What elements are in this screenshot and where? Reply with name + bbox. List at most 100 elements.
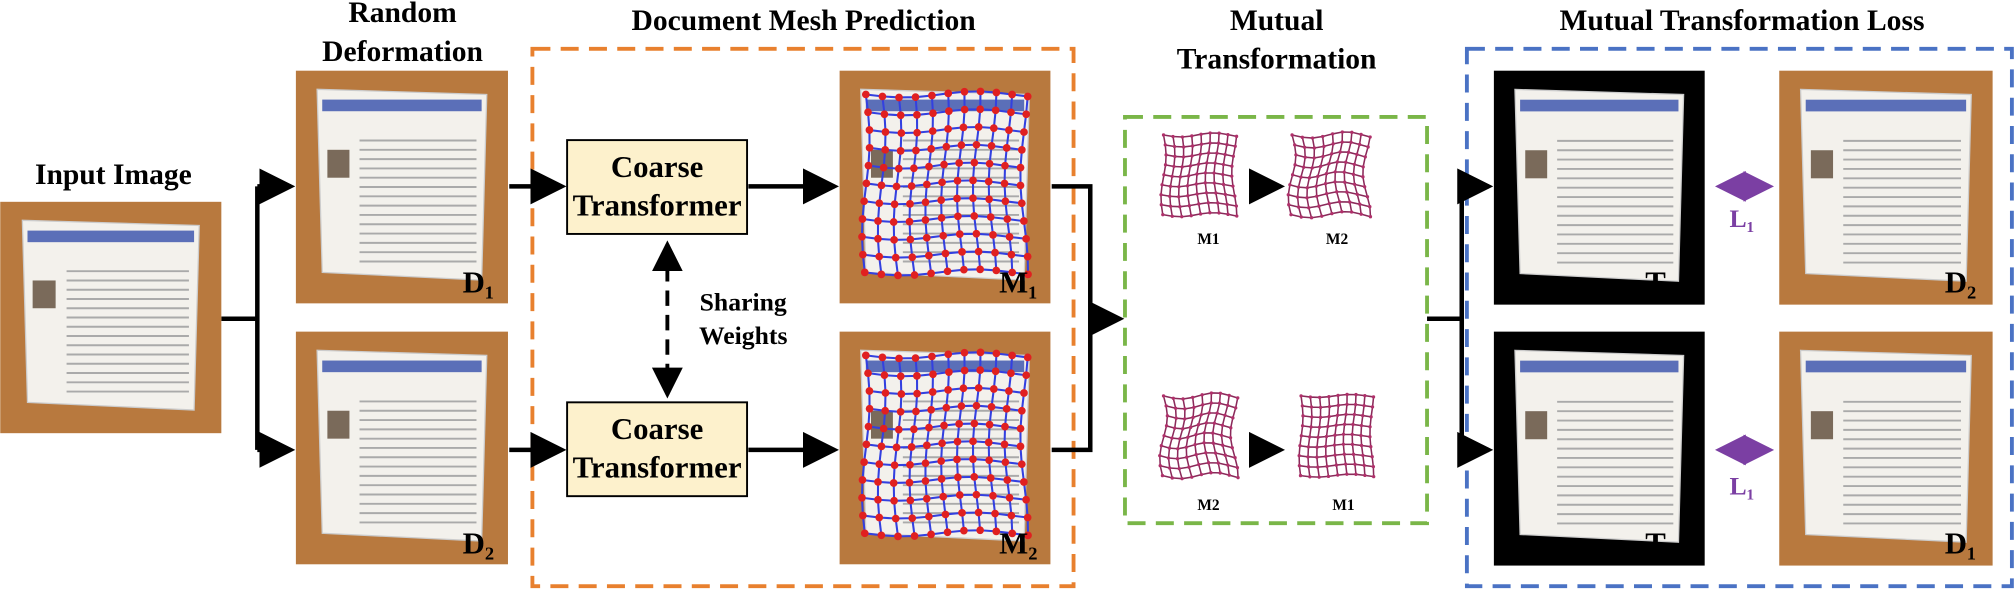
mesh-node — [1368, 135, 1372, 139]
mesh-node — [1208, 141, 1212, 145]
mesh-node — [1308, 395, 1313, 399]
mesh-node — [1226, 212, 1230, 217]
mesh-node — [1341, 432, 1346, 436]
mesh-node — [1208, 211, 1212, 215]
mesh-node — [1309, 216, 1314, 220]
mesh-node — [891, 514, 900, 523]
mesh-node — [1350, 432, 1354, 437]
mesh-node — [1023, 513, 1032, 522]
paper — [1514, 88, 1685, 282]
mesh-node — [1196, 162, 1201, 166]
mesh-node — [896, 111, 905, 120]
mesh-node — [1226, 463, 1230, 467]
mesh-node — [1352, 182, 1357, 186]
mesh-node — [1361, 165, 1365, 169]
mesh-node — [865, 126, 874, 134]
mesh-node — [1223, 453, 1227, 457]
mesh-node — [927, 269, 935, 278]
mesh-node — [1299, 434, 1304, 438]
mesh-node — [1171, 396, 1175, 400]
mesh-node — [1168, 194, 1172, 198]
mesh-node — [906, 496, 915, 505]
mesh-node — [974, 384, 983, 392]
mesh-node — [989, 385, 998, 393]
mesh-node — [875, 460, 884, 468]
mesh-node — [1351, 422, 1355, 427]
mesh-node — [877, 442, 886, 451]
mesh-node — [1166, 456, 1171, 460]
mesh-node — [1227, 473, 1231, 477]
mesh-node — [1024, 270, 1032, 279]
mesh-node — [1225, 142, 1229, 147]
mesh-node — [1353, 462, 1357, 466]
mesh-node — [1215, 411, 1219, 415]
mesh-node — [1341, 442, 1346, 446]
mesh-node — [976, 105, 985, 114]
mesh-node — [1317, 425, 1322, 429]
mesh-node — [1302, 145, 1307, 149]
mesh-node — [1295, 195, 1300, 199]
mesh-node — [1330, 211, 1334, 216]
mesh-node — [1354, 472, 1358, 476]
mesh-node — [953, 437, 962, 446]
paper — [316, 88, 488, 281]
paper-header — [322, 99, 482, 112]
mesh-node — [1342, 170, 1346, 174]
mesh-node — [905, 217, 914, 226]
mesh-node — [1315, 194, 1319, 198]
mesh-node — [955, 159, 964, 167]
paper-photo — [870, 149, 893, 178]
mesh-node — [1203, 171, 1208, 175]
mesh-node — [877, 181, 886, 190]
mesh-node — [1344, 160, 1348, 164]
mesh-node — [1007, 511, 1016, 520]
mesh-node — [1159, 203, 1163, 207]
mesh-node — [1324, 434, 1329, 439]
mesh-node — [890, 200, 899, 209]
mesh-node — [1198, 152, 1203, 156]
mesh-node — [1185, 455, 1189, 459]
mesh-node — [875, 513, 884, 522]
mesh-node — [1165, 414, 1170, 418]
mesh-node — [1234, 204, 1239, 208]
mesh-node — [1206, 461, 1211, 465]
mesh-node — [1349, 140, 1353, 144]
mesh-node — [944, 386, 952, 394]
mesh-node — [1211, 441, 1215, 445]
mesh-node — [894, 164, 903, 173]
layout — [221, 46, 2014, 589]
mesh-node — [1005, 232, 1014, 241]
mesh-node — [858, 511, 867, 520]
mesh-node — [1307, 206, 1311, 210]
mesh-node — [992, 527, 1001, 536]
paper-header — [322, 360, 482, 373]
mesh-node — [1336, 393, 1340, 398]
mesh-node — [1327, 394, 1331, 399]
mesh-node — [1345, 392, 1349, 397]
mesh-node — [1177, 467, 1181, 471]
mesh-node — [1020, 128, 1028, 136]
mesh-node — [925, 512, 933, 521]
mesh-node — [1366, 145, 1370, 149]
mesh-node — [906, 200, 914, 208]
mesh-node — [945, 368, 953, 376]
mesh-node — [1228, 436, 1233, 440]
mesh-node — [1290, 173, 1295, 177]
mesh-node — [1207, 151, 1211, 155]
mesh-node — [927, 405, 936, 414]
mesh-node — [1365, 195, 1370, 199]
mesh-node — [865, 143, 874, 152]
mesh-node — [1208, 131, 1212, 135]
mesh-node — [1334, 423, 1338, 427]
section-title: Random — [348, 0, 457, 29]
mesh-node — [862, 440, 871, 449]
image-label: M₁ — [999, 265, 1037, 299]
mutual-transformation-frame — [1123, 115, 1429, 526]
mesh-node — [910, 164, 918, 173]
mesh-node — [992, 349, 1001, 358]
mesh-node — [1187, 465, 1191, 469]
mesh-node — [1198, 212, 1203, 216]
mesh-node — [1300, 424, 1305, 428]
mesh-node — [1185, 184, 1190, 188]
mesh-node — [1327, 201, 1331, 206]
